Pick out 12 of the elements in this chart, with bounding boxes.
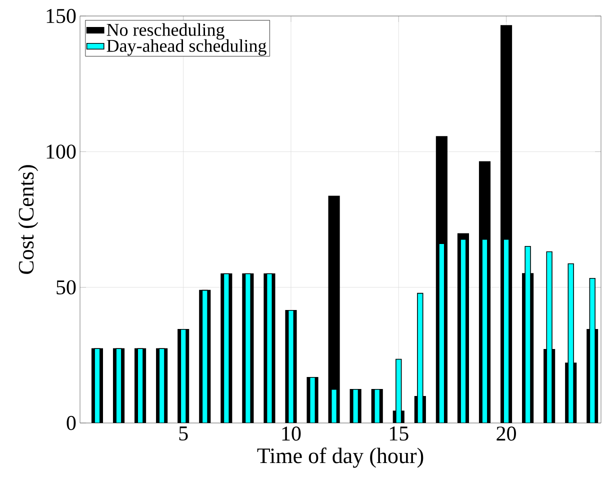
y-axis-title: Cost (Cents) (18, 165, 38, 274)
x-tick-label: 10 (282, 426, 301, 441)
x-axis-title: Time of day (hour) (257, 448, 424, 468)
x-tick-label: 15 (390, 426, 408, 441)
legend-label: Day-ahead scheduling (106, 39, 266, 56)
y-tick-label: 100 (46, 144, 76, 159)
y-tick-label: 150 (46, 8, 76, 24)
y-tick-label: 50 (56, 280, 76, 294)
x-tick-label: 5 (179, 426, 188, 440)
x-tick-label: 20 (496, 426, 516, 441)
y-tick-label: 0 (66, 416, 76, 430)
legend-label: No rescheduling (106, 23, 224, 40)
